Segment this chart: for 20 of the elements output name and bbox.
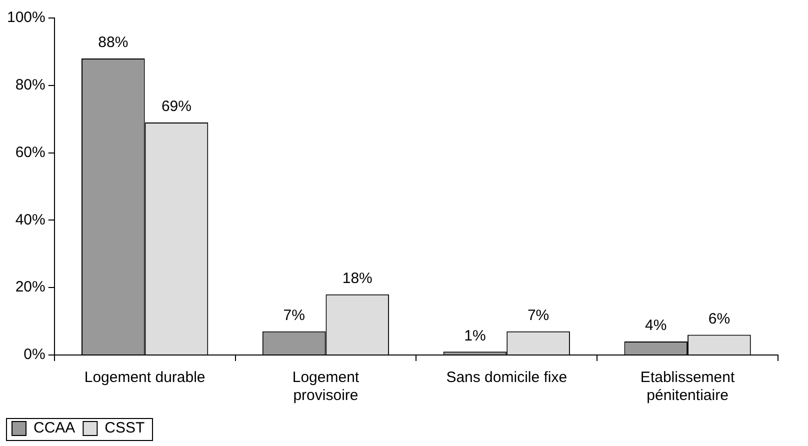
legend-label: CCAA (34, 420, 76, 437)
x-tick-label: Logement durable (84, 369, 206, 386)
data-label: 69% (161, 98, 192, 116)
data-label: 4% (645, 317, 667, 334)
legend-label: CSST (104, 420, 145, 437)
data-label: 18% (342, 270, 372, 287)
data-label: 7% (283, 307, 305, 324)
x-tick-label: Logement provisoire (292, 369, 360, 404)
y-tick-label: 100% (6, 9, 46, 26)
x-tick-label: Sans domicile fixe (446, 369, 568, 386)
data-label: 7% (527, 307, 550, 324)
y-tick-label: 60% (15, 144, 46, 161)
y-tick-label: 20% (15, 278, 46, 296)
data-label: 1% (464, 327, 486, 344)
x-tick-label: Etablissement pénitentiaire (640, 369, 736, 404)
y-tick-label: 40% (15, 211, 46, 228)
y-tick-label: 80% (15, 76, 46, 94)
data-label: 6% (708, 310, 730, 328)
y-tick-label: 0% (24, 346, 46, 364)
data-label: 88% (98, 34, 128, 52)
